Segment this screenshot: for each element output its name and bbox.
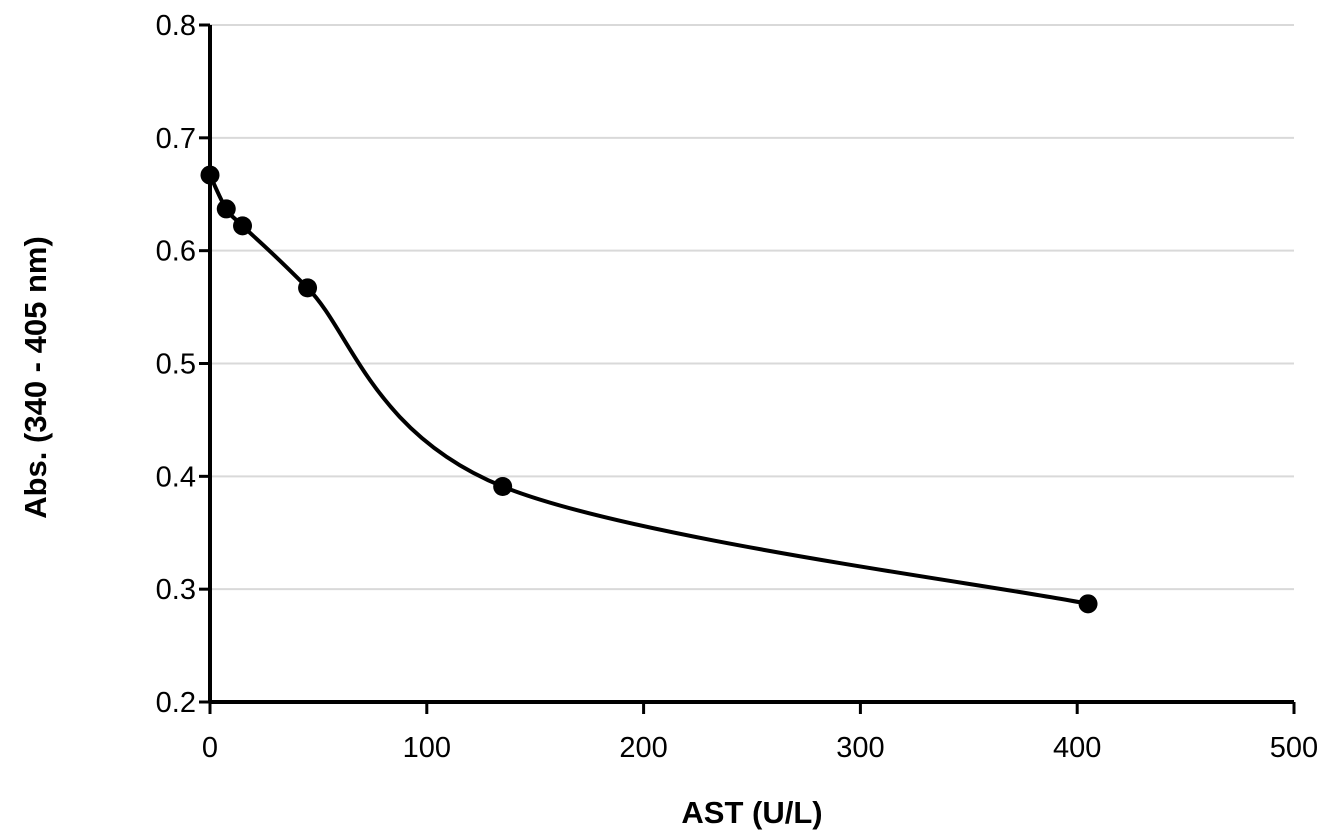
- data-point-2: [233, 216, 253, 236]
- data-point-4: [493, 476, 513, 496]
- x-tick-label: 500: [1270, 732, 1318, 764]
- y-tick-label: 0.6: [156, 236, 196, 268]
- data-point-3: [298, 278, 318, 298]
- x-tick-label: 400: [1053, 732, 1101, 764]
- y-axis-title: Abs. (340 - 405 nm): [18, 236, 53, 519]
- point-layer: [200, 165, 1098, 614]
- tick-layer: 0.2 0.3 0.4 0.5 0.6 0.7 0.8 0 100 200 300 400 500: [156, 10, 1319, 764]
- y-tick-label: 0.2: [156, 687, 196, 719]
- y-tick-label: 0.8: [156, 10, 196, 42]
- curve-layer: [208, 173, 1091, 606]
- x-tick-label: 300: [836, 732, 884, 764]
- y-tick-label: 0.3: [156, 574, 196, 606]
- series-0-line: [208, 173, 1091, 606]
- y-tick-label: 0.7: [156, 123, 196, 155]
- y-tick-label: 0.5: [156, 349, 196, 381]
- data-point-5: [1078, 594, 1098, 614]
- data-point-1: [216, 199, 236, 219]
- x-tick-label: 0: [202, 732, 218, 764]
- y-tick-label: 0.4: [156, 461, 196, 493]
- grid-layer: [210, 24, 1294, 591]
- x-axis-title: AST (U/L): [681, 795, 822, 830]
- x-tick-label: 100: [403, 732, 451, 764]
- data-point-0: [200, 165, 220, 185]
- x-tick-label: 200: [619, 732, 667, 764]
